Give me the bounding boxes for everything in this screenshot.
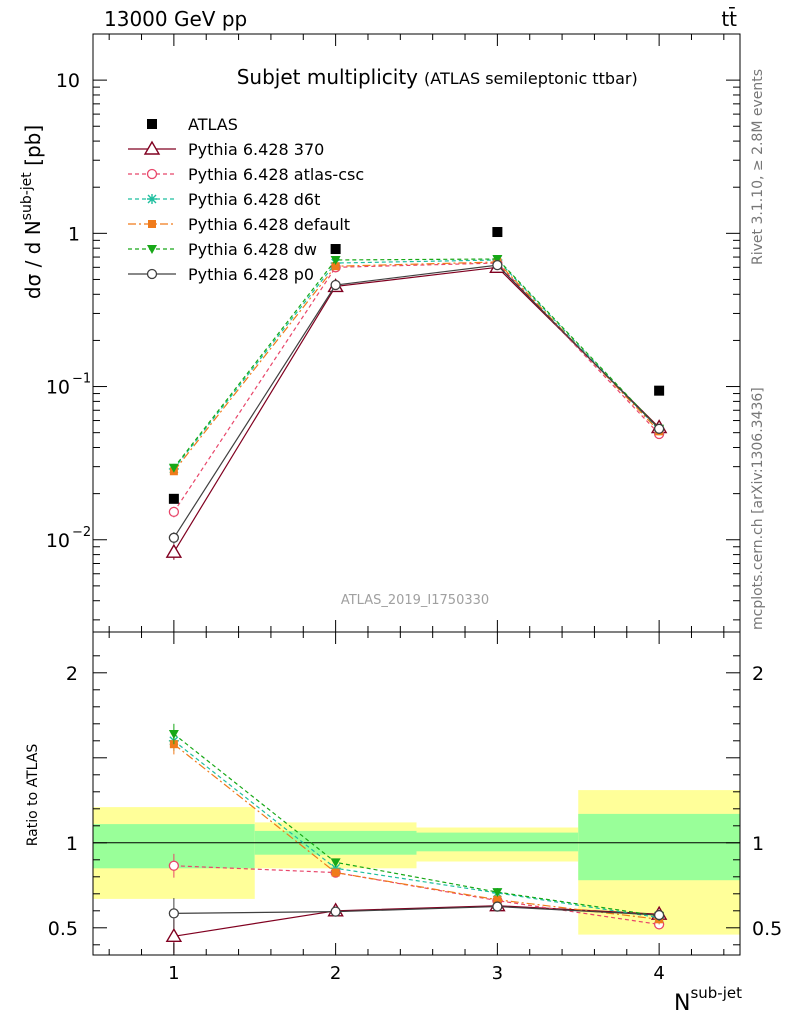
ratio-series-point: [492, 901, 503, 912]
main-series-point: [492, 254, 503, 264]
ratio-x-tick-label: 2: [330, 963, 341, 984]
main-series-line: [173, 264, 660, 539]
atlas-data-point: [330, 244, 341, 255]
ratio-y-tick-label-right: 2: [752, 663, 764, 685]
x-axis-label-text: Nsub-jet: [674, 984, 742, 1016]
main-y-axis-label: dσ / d Nsub-jet [pb]: [19, 125, 45, 299]
main-series-line: [173, 261, 660, 472]
main-series-point: [168, 532, 180, 543]
atlas-data-point: [492, 227, 503, 238]
process-label: tt̄: [721, 6, 737, 31]
legend-label: Pythia 6.428 p0: [188, 265, 314, 284]
main-series-line: [173, 258, 660, 469]
main-y-tick-label: 1: [68, 223, 80, 245]
ratio-y-tick-label: 2: [66, 663, 78, 685]
legend-marker-atlas: [147, 119, 157, 129]
main-series-point: [165, 543, 183, 558]
legend-label: Pythia 6.428 atlas-csc: [188, 165, 364, 184]
legend-marker: [146, 168, 158, 180]
main-y-tick-label: 10: [56, 70, 80, 92]
plot-title: Subjet multiplicity: [237, 65, 418, 89]
legend-label: Pythia 6.428 default: [188, 215, 350, 234]
legend-marker: [146, 268, 158, 280]
legend: ATLAS Pythia 6.428 370 Pythia 6.428 atlas-…: [128, 115, 364, 284]
main-series: [168, 259, 665, 544]
ratio-frame: [92, 631, 741, 956]
atlas-data-point: [168, 493, 179, 504]
ratio-series: [168, 898, 665, 929]
ratio-series-line: [173, 733, 660, 917]
main-y-tick-exponent: −2: [72, 525, 91, 540]
main-series-point: [653, 423, 665, 434]
atlas-data-point: [654, 385, 665, 396]
ratio-series-point: [330, 863, 341, 874]
atlas-data-points: [168, 227, 665, 504]
main-series-point: [330, 279, 341, 291]
ratio-series-point: [168, 860, 180, 871]
legend-marker: [143, 140, 161, 155]
ratio-series-line: [173, 865, 660, 925]
main-series: [168, 254, 665, 474]
main-y-axis-label-text: dσ / d Nsub-jet [pb]: [19, 125, 45, 299]
main-series-line: [173, 262, 660, 513]
main-series-line: [173, 266, 660, 553]
main-series: [169, 257, 664, 476]
ratio-series-line: [173, 905, 660, 916]
legend-label: Pythia 6.428 d6t: [188, 190, 320, 209]
main-series: [168, 254, 665, 473]
energy-label: 13000 GeV pp: [104, 7, 247, 31]
main-y-tick-label: 10: [46, 377, 70, 399]
main-series-point: [492, 259, 503, 271]
ratio-series-point: [493, 895, 502, 904]
legend-marker: [147, 245, 157, 254]
ratio-x-tick-label: 3: [492, 963, 503, 984]
main-series-point: [168, 463, 179, 473]
ratio-series-point: [168, 730, 179, 739]
main-series-point: [330, 255, 341, 265]
ratio-series-point: [165, 927, 183, 942]
ratio-x-tick-label: 4: [653, 963, 664, 984]
ratio-series-point: [330, 858, 341, 868]
ratio-series-point: [492, 888, 503, 898]
ratio-series-line: [173, 740, 660, 919]
mcplots-label: mcplots.cern.ch [arXiv:1306.3436]: [750, 387, 766, 630]
x-axis-label: Nsub-jet: [674, 984, 742, 1016]
ratio-series-point: [331, 868, 340, 877]
ratio-series-point: [168, 908, 180, 919]
legend-marker: [147, 194, 157, 204]
rivet-version-label: Rivet 3.1.10, ≥ 2.8M events: [750, 69, 766, 265]
ratio-panel: 1 2 3 4 0.5 0.5 1 1 2 2 Ratio to ATLAS Nsub-jet: [25, 631, 782, 1016]
ratio-y-tick-label: 1: [66, 833, 78, 855]
main-y-tick-exponent: −1: [72, 372, 91, 387]
ratio-band-inner: [578, 813, 740, 881]
main-series-point: [168, 506, 180, 518]
legend-label: Pythia 6.428 dw: [188, 240, 317, 259]
analysis-watermark: ATLAS_2019_I1750330: [341, 593, 489, 608]
legend-label: ATLAS: [188, 115, 238, 134]
main-series-line: [173, 259, 660, 470]
ratio-y-tick-label-right: 0.5: [752, 918, 782, 940]
legend-marker: [148, 220, 156, 228]
ratio-band-inner: [416, 832, 579, 852]
ratio-series-line: [173, 743, 660, 920]
ratio-y-tick-label: 0.5: [48, 918, 78, 940]
ratio-y-axis-label: Ratio to ATLAS: [25, 744, 41, 847]
ratio-y-tick-label-right: 1: [752, 833, 764, 855]
plot-subtitle: (ATLAS semileptonic ttbar): [424, 69, 638, 88]
ratio-series-point: [330, 906, 341, 917]
main-y-tick-label: 10: [46, 530, 70, 552]
ratio-x-tick-label: 1: [168, 963, 179, 984]
ratio-series-point: [653, 909, 665, 921]
main-series: [168, 257, 665, 518]
legend-label: Pythia 6.428 370: [188, 140, 324, 159]
main-series-point: [331, 262, 340, 271]
